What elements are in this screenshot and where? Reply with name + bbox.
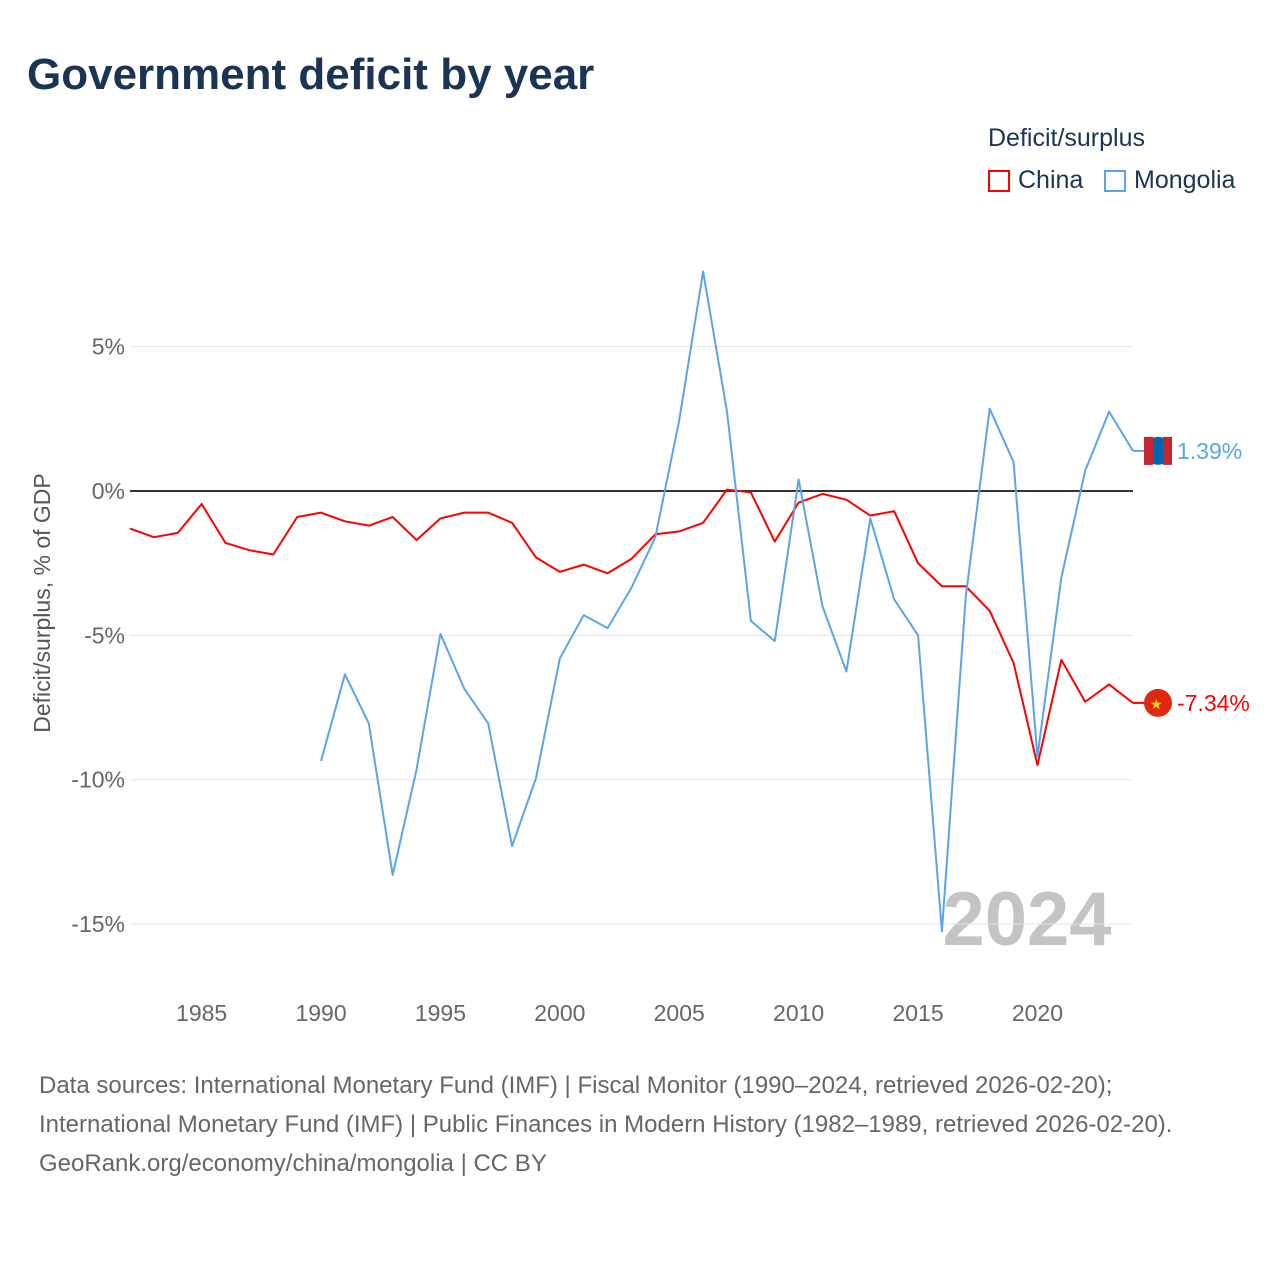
x-tick-label: 2005 bbox=[654, 1000, 705, 1026]
y-tick-label: 5% bbox=[92, 334, 125, 360]
legend-label: China bbox=[1018, 166, 1084, 194]
year-watermark: 2024 bbox=[942, 877, 1111, 962]
x-tick-label: 2015 bbox=[892, 1000, 943, 1026]
credit-link[interactable]: GeoRank.org/economy/china/mongolia | CC … bbox=[39, 1150, 547, 1177]
y-tick-label: -5% bbox=[84, 622, 125, 648]
x-tick-label: 2020 bbox=[1012, 1000, 1063, 1026]
chart-title: Government deficit by year bbox=[27, 50, 595, 99]
flag-stripe bbox=[1163, 436, 1172, 465]
legend-item-mongolia[interactable]: Mongolia bbox=[1104, 166, 1235, 195]
legend-label: Mongolia bbox=[1134, 166, 1236, 194]
footer: Data sources: International Monetary Fun… bbox=[39, 1066, 1239, 1183]
x-tick-label: 2000 bbox=[534, 1000, 585, 1026]
y-tick-label: 0% bbox=[92, 478, 125, 504]
flag-stripe bbox=[1144, 436, 1153, 465]
legend-swatch-mongolia bbox=[1104, 169, 1126, 192]
y-axis-label: Deficit/surplus, % of GDP bbox=[29, 473, 55, 732]
legend-swatch-china bbox=[988, 169, 1010, 192]
y-tick-label: -15% bbox=[71, 911, 125, 937]
x-tick-label: 1990 bbox=[295, 1000, 346, 1026]
flag-star-icon: ★ bbox=[1150, 696, 1163, 712]
x-tick-label: 1995 bbox=[415, 1000, 466, 1026]
flag-china-icon bbox=[1144, 688, 1172, 717]
y-tick-label: -10% bbox=[71, 767, 125, 793]
series-line-mongolia bbox=[320, 270, 1134, 933]
data-sources: Data sources: International Monetary Fun… bbox=[39, 1072, 1173, 1138]
end-label-china: -7.34% bbox=[1177, 690, 1250, 716]
x-tick-label: 1985 bbox=[176, 1000, 227, 1026]
legend-item-china[interactable]: China bbox=[988, 166, 1083, 195]
end-label-mongolia: 1.39% bbox=[1177, 438, 1242, 464]
series-line-china bbox=[129, 488, 1134, 767]
x-tick-label: 2010 bbox=[773, 1000, 824, 1026]
legend-title: Deficit/surplus bbox=[988, 124, 1145, 152]
